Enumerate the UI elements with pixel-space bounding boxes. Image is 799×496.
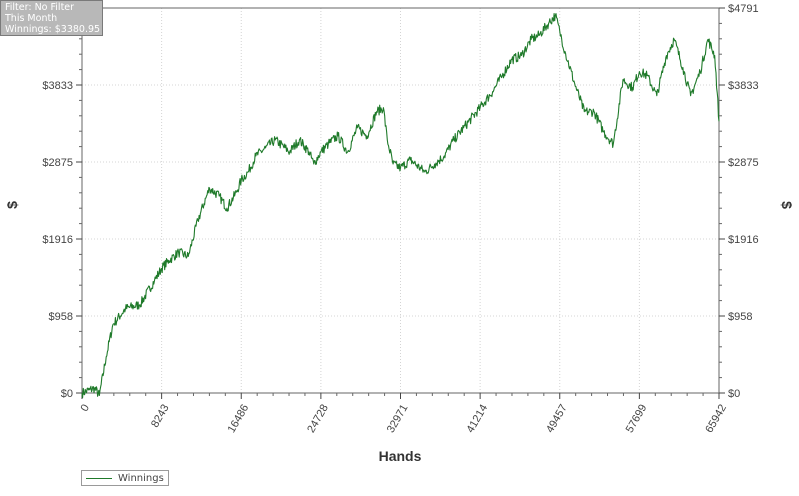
- x-axis: 0 8243 16486 24728 32971 41214 49457 57699 65942: [79, 393, 729, 435]
- filter-label: Filter: No Filter: [5, 2, 75, 13]
- filter-info-box: Filter: No Filter This Month Winnings: $…: [0, 0, 103, 36]
- x-tick-label: 24728: [305, 403, 331, 435]
- chart-legend: Winnings: [81, 470, 169, 486]
- y-tick-label-left: $0: [61, 388, 73, 400]
- y-tick-label-right: $1916: [728, 234, 759, 246]
- y-axis-right: $0 $958 $1916 $2875 $3833 $4791: [719, 3, 759, 400]
- period-label: This Month: [5, 13, 58, 24]
- x-tick-label: 16486: [226, 403, 252, 435]
- y-axis-title-right: $: [779, 201, 795, 209]
- y-tick-label-left: $2875: [42, 157, 73, 169]
- x-tick-label: 65942: [703, 403, 729, 435]
- y-tick-label-left: $958: [49, 311, 73, 323]
- legend-label-winnings: Winnings: [118, 472, 164, 484]
- y-tick-label-right: $958: [728, 311, 752, 323]
- x-tick-label: 32971: [385, 403, 411, 435]
- y-tick-label-right: $4791: [728, 3, 759, 15]
- y-tick-label-right: $2875: [728, 157, 759, 169]
- x-tick-label: 8243: [149, 403, 172, 430]
- chart-grid: [81, 7, 720, 394]
- x-tick-label: 49457: [544, 403, 570, 435]
- y-tick-label-left: $3833: [42, 80, 73, 92]
- x-tick-label: 0: [79, 403, 92, 414]
- winnings-series-line: [81, 13, 720, 399]
- y-tick-label-right: $0: [728, 388, 740, 400]
- y-axis-title-left: $: [4, 201, 20, 209]
- y-axis-left: $0$958$1916$2875$3833$4791: [42, 3, 82, 400]
- y-tick-label-right: $3833: [728, 80, 759, 92]
- y-tick-label-left: $1916: [42, 234, 73, 246]
- x-tick-label: 57699: [624, 403, 650, 435]
- winnings-total: Winnings: $3380.95: [5, 24, 101, 35]
- legend-swatch-winnings: [86, 477, 112, 479]
- x-tick-label: 41214: [464, 403, 490, 435]
- x-axis-title: Hands: [379, 448, 422, 464]
